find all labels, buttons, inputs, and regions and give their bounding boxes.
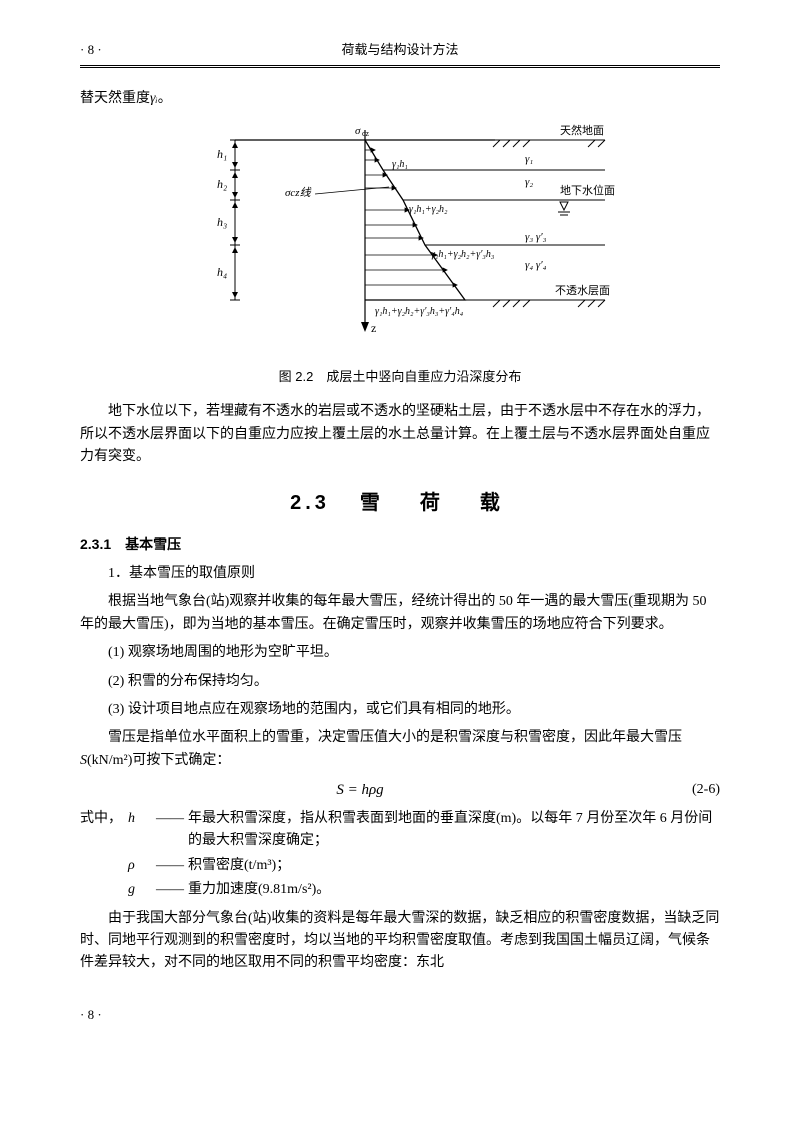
svg-text:γ₂: γ₂ xyxy=(525,176,533,188)
svg-text:γ₁h₁+γ₂h₂+γ′₃h₃: γ₁h₁+γ₂h₂+γ′₃h₃ xyxy=(431,249,495,260)
svg-text:h₁: h₁ xyxy=(217,147,227,161)
list-item-1: (1) 观察场地周围的地形为空旷平坦。 xyxy=(80,642,720,664)
para-principle: 根据当地气象台(站)观察并收集的每年最大雪压，经统计得出的 50 年一遇的最大雪… xyxy=(80,591,720,636)
list-item-3: (3) 设计项目地点应在观察场地的范围内，或它们具有相同的地形。 xyxy=(80,699,720,721)
svg-text:h₃: h₃ xyxy=(217,215,227,229)
svg-text:γ₄ γ′₄: γ₄ γ′₄ xyxy=(525,259,547,271)
page-number-top: · 8 · xyxy=(80,40,102,61)
svg-text:σcz线: σcz线 xyxy=(285,186,312,199)
section-title: 2.3 雪 荷 载 xyxy=(80,487,720,519)
where-block: 式中， h —— 年最大积雪深度，指从积雪表面到地面的垂直深度(m)。以每年 7… xyxy=(80,808,720,902)
stress-profile: σcz线 xyxy=(285,140,465,300)
list-item-2: (2) 积雪的分布保持均匀。 xyxy=(80,671,720,693)
svg-text:γ₃ γ′₃: γ₃ γ′₃ xyxy=(525,231,547,243)
para-last: 由于我国大部分气象台(站)收集的资料是每年最大雪深的数据，缺乏相应的积雪密度数据… xyxy=(80,908,720,975)
sub-heading-1: 1．基本雪压的取值原则 xyxy=(108,563,720,585)
svg-text:γ₁h₁: γ₁h₁ xyxy=(392,159,408,170)
subsection-title: 2.3.1 基本雪压 xyxy=(80,533,720,555)
svg-text:γ₁h₁+γ₂h₂+γ′₃h₃+γ′₄h₄: γ₁h₁+γ₂h₂+γ′₃h₃+γ′₄h₄ xyxy=(375,306,464,317)
layer-markers: h₁ h₂ h₃ h₄ xyxy=(217,140,240,300)
page-header: · 8 · 荷载与结构设计方法 · 8 · xyxy=(80,40,720,68)
svg-text:h₂: h₂ xyxy=(217,177,227,191)
svg-text:h₄: h₄ xyxy=(217,265,227,279)
soil-stress-diagram: z σ cz h₁ h₂ h₃ h₄ xyxy=(165,120,635,350)
right-side: 天然地面 γ₁ γ₁h₁ γ₂ 地下水位面 γ₁h₁+γ₂h₂ γ₃ γ′₃ γ… xyxy=(375,123,615,317)
svg-text:天然地面: 天然地面 xyxy=(560,123,604,137)
equation-2-6: S = hρg (2-6) xyxy=(80,778,720,802)
page-number-bottom: · 8 · xyxy=(80,1005,720,1026)
svg-text:γ₁: γ₁ xyxy=(525,153,533,165)
running-title: 荷载与结构设计方法 xyxy=(341,40,458,61)
figure-caption: 图 2.2 成层土中竖向自重应力沿深度分布 xyxy=(80,367,720,388)
para-after-figure: 地下水位以下，若埋藏有不透水的岩层或不透水的坚硬粘土层，由于不透水层中不存在水的… xyxy=(80,401,720,468)
svg-text:cz: cz xyxy=(362,129,370,138)
para-snow-def: 雪压是指单位水平面积上的雪重，决定雪压值大小的是积雪深度与积雪密度，因此年最大雪… xyxy=(80,727,720,772)
z-axis-label: z xyxy=(371,321,376,335)
svg-text:不透水层面: 不透水层面 xyxy=(555,284,610,297)
svg-text:地下水位面: 地下水位面 xyxy=(560,183,615,197)
lead-in-line: 替天然重度γᵢ。 xyxy=(80,88,720,110)
sigma-top-label: σ xyxy=(355,125,361,137)
figure-2-2: z σ cz h₁ h₂ h₃ h₄ xyxy=(80,120,720,358)
svg-text:γ₁h₁+γ₂h₂: γ₁h₁+γ₂h₂ xyxy=(409,204,448,215)
